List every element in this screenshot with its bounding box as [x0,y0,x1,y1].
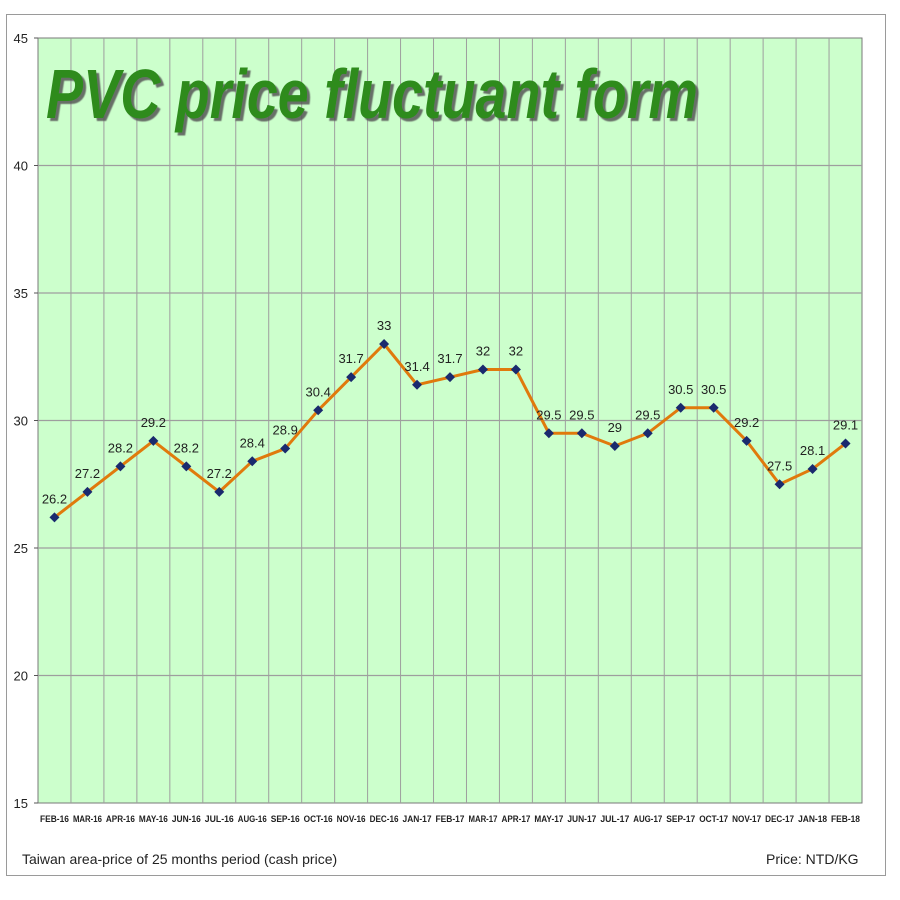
data-label: 27.2 [75,466,100,481]
data-point [840,438,851,449]
data-label: 29 [608,420,622,435]
x-tick-label: APR-17 [501,814,530,824]
data-point [181,461,192,472]
x-tick-label: NOV-16 [337,814,366,824]
x-tick-label: DEC-16 [370,814,399,824]
x-axis-tick-labels: FEB-16 MAR-16 APR-16 MAY-16 JUN-16 JUL-16 AUG-… [40,814,860,824]
data-point [675,402,686,413]
data-label: 27.5 [767,458,792,473]
data-label: 28.1 [800,443,825,458]
x-tick-label: AUG-17 [633,814,662,824]
x-tick-label: MAR-16 [73,814,102,824]
data-point [379,339,390,349]
x-tick-label: MAY-16 [139,814,168,824]
y-tick-label: 40 [14,159,28,174]
data-label: 30.4 [306,384,331,399]
data-point [510,364,521,375]
x-tick-label: JUL-16 [205,814,234,824]
x-tick-label: MAY-17 [534,814,563,824]
y-axis-tick-labels: 15 20 25 30 35 40 45 [14,31,28,811]
data-point [445,372,455,383]
y-tick-label: 15 [14,796,28,811]
data-point [609,441,620,451]
data-label: 29.5 [536,407,561,422]
data-point [477,364,488,375]
x-tick-label: JUN-17 [567,814,596,824]
data-label: 32 [509,344,523,359]
x-tick-label: FEB-18 [831,814,860,824]
x-tick-label: OCT-16 [304,814,333,824]
data-label: 27.2 [207,466,232,481]
data-point [543,428,554,439]
data-label: 28.4 [240,435,265,450]
y-tick-label: 45 [14,31,28,46]
data-label: 29.1 [833,417,858,432]
period-note: Taiwan area-price of 25 months period (c… [22,851,338,867]
x-tick-label: AUG-16 [238,814,267,824]
x-tick-label: NOV-17 [732,814,761,824]
unit-note: Price: NTD/KG [766,851,859,867]
x-tick-label: SEP-16 [271,814,300,824]
data-label: 28.9 [273,423,298,438]
x-tick-label: JUN-16 [172,814,201,824]
data-point [247,456,258,467]
data-point [708,402,719,413]
data-label: 29.2 [734,415,759,430]
data-labels: 26.2 27.2 28.2 29.2 28.2 27.2 28.4 28.9 30.4 31.7… [42,318,858,506]
data-point [214,486,225,497]
y-tick-label: 30 [14,414,28,429]
data-label: 31.7 [437,351,462,366]
x-tick-label: FEB-17 [436,814,465,824]
x-tick-label: SEP-17 [666,814,695,824]
data-label: 29.5 [569,407,594,422]
data-point [49,512,60,523]
data-point [642,428,653,439]
data-point [115,461,126,472]
chart-title: PVC price fluctuant form [46,55,698,133]
x-tick-label: JAN-17 [403,814,432,824]
data-point [807,463,818,474]
x-tick-label: APR-16 [106,814,135,824]
data-point [576,428,587,439]
data-label: 28.2 [108,440,133,455]
x-tick-label: MAR-17 [468,814,497,824]
data-label: 33 [377,318,391,333]
data-point [412,379,423,390]
x-tick-label: FEB-16 [40,814,69,824]
data-point [280,443,291,454]
data-label: 31.4 [404,359,429,374]
data-point [741,435,752,446]
data-point [346,372,357,383]
y-tick-label: 25 [14,541,28,556]
data-point [313,405,324,416]
x-tick-label: JAN-18 [798,814,827,824]
price-series [49,339,851,523]
data-label: 28.2 [174,440,199,455]
data-label: 29.2 [141,415,166,430]
data-point [82,486,93,497]
data-label: 30.5 [668,382,693,397]
data-label: 30.5 [701,382,726,397]
data-point [148,435,159,446]
data-label: 31.7 [338,351,363,366]
data-point [774,479,785,490]
data-label: 26.2 [42,491,67,506]
x-tick-label: JUL-17 [600,814,629,824]
x-tick-label: DEC-17 [765,814,794,824]
x-tick-label: OCT-17 [699,814,728,824]
data-label: 29.5 [635,407,660,422]
y-tick-label: 20 [14,669,28,684]
data-label: 32 [476,344,490,359]
y-tick-label: 35 [14,286,28,301]
